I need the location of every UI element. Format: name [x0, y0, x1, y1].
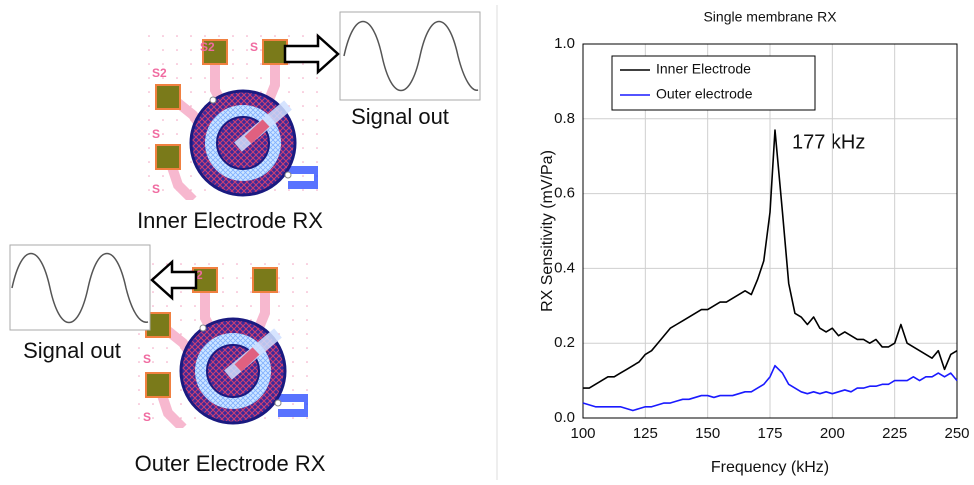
x-axis-label: Frequency (kHz) — [711, 459, 829, 476]
inner-panel: S2 S S2 S S Signal out Inner Electrode R… — [137, 11, 481, 233]
y-tick-label: 0.6 — [554, 185, 575, 202]
chart: Single membrane RX Frequency (kHz) RX Se… — [539, 9, 969, 477]
pad-label: S2 — [200, 40, 215, 54]
caption: Inner Electrode RX — [137, 208, 323, 233]
y-tick-label: 0.2 — [554, 334, 575, 351]
caption: Outer Electrode RX — [135, 451, 326, 476]
pad-label: S2 — [152, 66, 167, 80]
series-line — [582, 364, 958, 412]
x-tick-label: 225 — [882, 425, 907, 442]
signal-label: Signal out — [351, 104, 449, 129]
x-tick-label: 100 — [570, 425, 595, 442]
annotation: 177 kHz — [792, 131, 865, 153]
pad-label: S — [152, 127, 160, 141]
legend-label: Inner Electrode — [656, 61, 751, 77]
arrow — [283, 33, 340, 75]
outer-panel: S2 S S Signal out Outer Electrode RX — [9, 244, 326, 476]
plot-frame — [582, 43, 958, 419]
x-tick-label: 150 — [695, 425, 720, 442]
y-tick-label: 0.8 — [554, 110, 575, 127]
x-tick-label: 200 — [820, 425, 845, 442]
y-axis-label: RX Sensitivity (mV/Pa) — [539, 150, 556, 312]
pad-label: S — [143, 352, 151, 366]
series-line — [583, 129, 958, 389]
pad-label: S — [143, 410, 151, 424]
pad-label: S — [250, 40, 258, 54]
signal-box — [9, 244, 151, 331]
chart-title: Single membrane RX — [703, 9, 837, 25]
x-tick-label: 125 — [633, 425, 658, 442]
legend-box — [611, 55, 816, 111]
sine-wave — [343, 21, 479, 91]
y-tick-label: 0.4 — [554, 259, 575, 276]
y-tick-label: 0.0 — [554, 409, 575, 426]
signal-box — [339, 11, 481, 101]
sine-wave — [11, 253, 149, 323]
arrow — [150, 259, 198, 301]
y-tick-label: 1.0 — [554, 35, 575, 52]
x-tick-label: 250 — [944, 425, 969, 442]
signal-label: Signal out — [23, 338, 121, 363]
legend-label: Outer electrode — [656, 86, 753, 102]
x-tick-label: 175 — [757, 425, 782, 442]
pad-label: S — [152, 182, 160, 196]
